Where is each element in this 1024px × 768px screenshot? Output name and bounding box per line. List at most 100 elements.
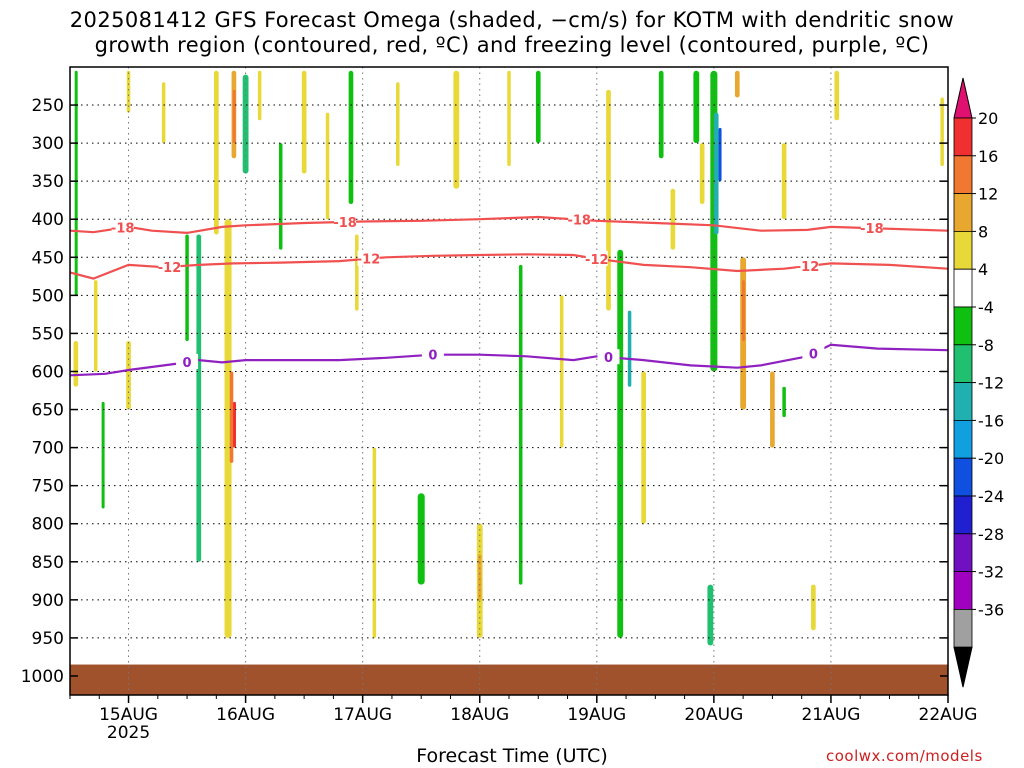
contour-label-bg [568, 211, 591, 227]
colorbar-swatch [953, 495, 973, 535]
y-tick-label: 550 [32, 324, 64, 344]
colorbar-label: -24 [978, 487, 1004, 506]
omega-shade [224, 219, 232, 638]
x-tick-label: 20AUG [684, 705, 743, 725]
y-tick-label: 700 [32, 439, 64, 459]
credit-link[interactable]: coolwx.com/models [826, 747, 983, 765]
x-tick-label: 17AUG [333, 705, 392, 725]
contour-label-bg [421, 346, 444, 362]
x-tick-label: 16AUG [216, 705, 275, 725]
omega-shading [73, 70, 944, 646]
y-tick-label: 800 [32, 515, 64, 535]
colorbar-swatch [953, 193, 973, 232]
omega-shade [372, 447, 377, 638]
omega-shade [161, 82, 166, 144]
colorbar-label: -32 [978, 563, 1004, 582]
y-tick-label: 1000 [21, 667, 64, 687]
omega-shade [73, 341, 79, 387]
chart-title-line1: 2025081412 GFS Forecast Omega (shaded, −… [69, 8, 955, 32]
y-tick-label: 250 [32, 96, 64, 116]
omega-shade [278, 143, 283, 250]
colorbar-swatch [953, 268, 973, 308]
omega-shade [781, 143, 787, 220]
contour-label: -18 [567, 214, 591, 229]
contour-label-bg [860, 220, 883, 236]
omega-shade [940, 97, 944, 166]
omega-shade [670, 188, 676, 250]
contour-label-bg [158, 258, 181, 274]
contour-label: -18 [860, 222, 884, 237]
omega-shade [693, 70, 700, 144]
colorbar-swatch [953, 230, 973, 270]
colorbar-label: 12 [978, 185, 998, 204]
contour-label-bg [176, 353, 199, 369]
x-axis-label: Forecast Time (UTC) [416, 745, 608, 767]
omega-shade [233, 401, 237, 448]
colorbar-swatch [953, 457, 973, 497]
colorbar-label: 8 [978, 222, 988, 241]
omega-shade [699, 143, 705, 205]
colorbar-swatch [953, 609, 973, 648]
contour-label: 0 [809, 347, 818, 362]
omega-shade [658, 70, 664, 159]
omega-shade [93, 280, 98, 372]
colorbar-label: 20 [978, 109, 998, 128]
colorbar-swatch [953, 533, 973, 572]
omega-shade [355, 234, 359, 311]
omega-shade [718, 127, 722, 182]
colorbar-label: -4 [978, 298, 994, 317]
colorbar-label: 4 [978, 260, 988, 279]
colorbar-label: -36 [978, 600, 1004, 619]
omega-shade [257, 70, 262, 121]
omega-shade [606, 89, 611, 311]
omega-shade [834, 70, 840, 121]
contour-label-bg [111, 219, 134, 235]
x-tick-sublabel: 2025 [107, 723, 150, 743]
contour-label: -12 [357, 253, 381, 268]
omega-shade [518, 264, 523, 585]
y-tick-label: 900 [32, 591, 64, 611]
omega-shade [507, 70, 511, 166]
colorbar-label: -28 [978, 525, 1004, 544]
contour-label: -18 [111, 222, 135, 237]
omega-shade [74, 70, 78, 296]
ground-fill [70, 664, 948, 695]
colorbar-label: -8 [978, 336, 994, 355]
ground-layer [70, 664, 948, 695]
x-tick-label: 18AUG [450, 705, 509, 725]
x-tick-label: 22AUG [919, 705, 978, 725]
omega-shade [229, 371, 234, 463]
omega-shade [101, 401, 105, 509]
contour-label: 0 [183, 356, 192, 371]
omega-shade [811, 584, 816, 631]
grid-lines [70, 67, 948, 695]
contours: -18 -18 -18 -18 -12 -12 -12 -12 0 0 0 0 [70, 211, 948, 377]
colorbar-swatch [953, 117, 973, 157]
omega-shade [707, 584, 714, 646]
omega-shade [617, 249, 624, 638]
omega-shade [782, 386, 786, 418]
y-tick-label: 500 [32, 286, 64, 306]
y-tick-label: 350 [32, 172, 64, 192]
omega-shade [627, 310, 632, 387]
y-tick-label: 750 [32, 477, 64, 497]
colorbar-label: -20 [978, 449, 1004, 468]
contour-label-bg [334, 213, 357, 229]
colorbar-swatch [953, 344, 973, 383]
omega-shade [641, 371, 646, 524]
contour-label: -12 [585, 253, 609, 268]
chart-title: 2025081412 GFS Forecast Omega (shaded, −… [0, 8, 1024, 58]
y-tick-label: 400 [32, 210, 64, 230]
omega-shade [301, 70, 307, 174]
omega-shade [396, 82, 400, 166]
omega-shade [232, 89, 236, 144]
x-tick-label: 19AUG [567, 705, 626, 725]
y-tick-label: 850 [32, 553, 64, 573]
contour-label-bg [802, 345, 825, 361]
contour-label: 0 [428, 349, 437, 364]
omega-shade [713, 112, 719, 235]
y-tick-label: 950 [32, 629, 64, 649]
y-tick-label: 300 [32, 134, 64, 154]
